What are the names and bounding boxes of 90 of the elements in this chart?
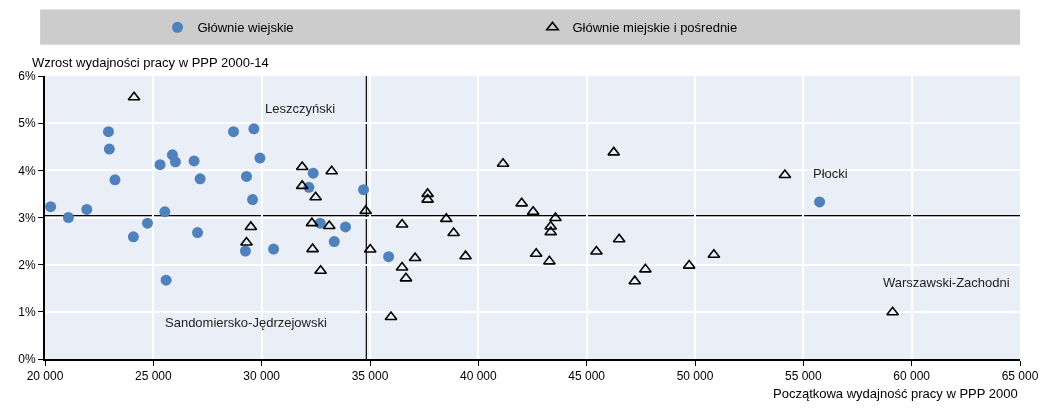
point bbox=[244, 221, 258, 231]
point bbox=[305, 217, 319, 227]
point bbox=[314, 265, 328, 275]
point bbox=[778, 169, 792, 179]
point bbox=[814, 196, 826, 208]
annotation: Leszczyński bbox=[265, 101, 336, 116]
y-tick-label: 3% bbox=[18, 210, 36, 225]
point bbox=[886, 306, 900, 316]
point bbox=[45, 201, 57, 213]
point bbox=[408, 252, 422, 262]
point bbox=[194, 173, 206, 185]
point bbox=[248, 123, 260, 135]
point bbox=[628, 275, 642, 285]
point bbox=[542, 255, 556, 265]
point bbox=[307, 167, 319, 179]
point bbox=[295, 161, 309, 171]
y-tick-label: 6% bbox=[18, 69, 36, 84]
point bbox=[169, 156, 181, 168]
y-tick-label: 4% bbox=[18, 163, 36, 178]
point bbox=[707, 248, 721, 259]
point bbox=[638, 263, 652, 273]
point bbox=[306, 243, 320, 253]
point bbox=[399, 272, 413, 282]
point bbox=[239, 245, 251, 257]
y-tick-label: 1% bbox=[18, 305, 36, 320]
point bbox=[359, 205, 373, 215]
annotation: Warszawski-Zachodni bbox=[883, 275, 1010, 290]
point bbox=[447, 227, 461, 237]
point bbox=[192, 227, 204, 239]
legend-label: Głównie miejskie i pośrednie bbox=[572, 20, 738, 36]
point bbox=[141, 217, 153, 229]
point bbox=[421, 188, 435, 198]
point bbox=[384, 311, 398, 321]
point bbox=[295, 180, 309, 190]
x-axis-title: Początkowa wydajność pracy w PPP 2000 bbox=[773, 386, 1018, 401]
x-tick-label: 50 000 bbox=[676, 369, 714, 384]
x-tick-label: 65 000 bbox=[1001, 369, 1039, 384]
x-tick-label: 30 000 bbox=[243, 369, 281, 384]
y-axis-title: Wzrost wydajności pracy w PPP 2000-14 bbox=[32, 55, 269, 70]
point bbox=[247, 194, 259, 206]
point bbox=[154, 159, 166, 171]
point bbox=[526, 206, 540, 216]
x-tick-label: 60 000 bbox=[893, 369, 931, 384]
point bbox=[612, 233, 626, 243]
point bbox=[328, 236, 340, 248]
point bbox=[544, 220, 558, 230]
y-tick-label: 2% bbox=[18, 257, 36, 272]
x-tick-label: 25 000 bbox=[134, 369, 173, 384]
point bbox=[439, 213, 453, 223]
y-tick-label: 0% bbox=[18, 352, 36, 367]
point bbox=[544, 226, 558, 236]
x-tick-label: 55 000 bbox=[784, 369, 823, 384]
point bbox=[682, 259, 696, 269]
point bbox=[81, 203, 93, 215]
point bbox=[529, 248, 543, 258]
point bbox=[607, 146, 621, 156]
point bbox=[383, 251, 395, 263]
point bbox=[358, 184, 369, 196]
point bbox=[589, 245, 603, 255]
point bbox=[127, 231, 139, 243]
point bbox=[325, 165, 339, 175]
point bbox=[515, 197, 529, 207]
point bbox=[421, 193, 435, 203]
annotation: Sandomiersko-Jędrzejowski bbox=[165, 315, 327, 330]
point bbox=[188, 155, 200, 167]
point bbox=[127, 91, 141, 101]
point bbox=[309, 191, 323, 201]
point bbox=[340, 221, 352, 233]
point bbox=[241, 170, 252, 182]
point bbox=[395, 218, 409, 228]
annotation: Płocki bbox=[813, 166, 848, 181]
point bbox=[109, 174, 121, 186]
legend-label: Głównie wiejskie bbox=[197, 20, 294, 36]
point bbox=[322, 220, 336, 230]
x-tick-label: 40 000 bbox=[459, 369, 498, 384]
x-tick-label: 45 000 bbox=[568, 369, 606, 384]
point bbox=[363, 243, 377, 253]
point bbox=[254, 152, 266, 164]
point bbox=[160, 274, 172, 286]
y-tick-label: 5% bbox=[18, 116, 36, 131]
point bbox=[268, 243, 280, 255]
x-tick-label: 35 000 bbox=[351, 369, 389, 384]
point bbox=[228, 126, 239, 138]
point bbox=[159, 206, 171, 218]
point bbox=[395, 261, 409, 271]
point bbox=[102, 126, 114, 138]
point bbox=[62, 212, 74, 223]
point bbox=[103, 143, 115, 155]
x-tick-label: 20 000 bbox=[26, 369, 64, 384]
point bbox=[496, 157, 510, 168]
